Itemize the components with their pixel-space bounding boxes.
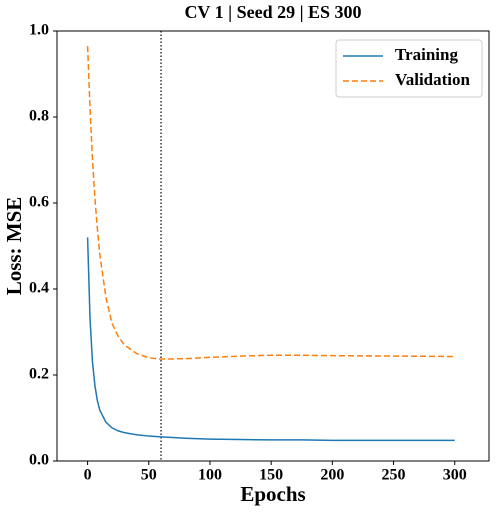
x-tick-label: 150 — [259, 467, 283, 484]
x-axis-label: Epochs — [240, 482, 305, 506]
y-tick-label: 0.4 — [29, 280, 49, 297]
chart-title: CV 1 | Seed 29 | ES 300 — [184, 2, 361, 22]
x-tick-label: 50 — [141, 467, 157, 484]
legend-box — [335, 39, 483, 98]
legend-label: Validation — [395, 70, 471, 89]
legend-label: Training — [395, 45, 458, 64]
x-tick-label: 300 — [443, 467, 467, 484]
y-tick-label: 0.2 — [29, 366, 49, 383]
x-tick-label: 100 — [198, 467, 222, 484]
series-line — [86, 46, 455, 360]
y-tick-label: 1.0 — [29, 22, 49, 39]
plot-frame — [56, 30, 490, 462]
y-tick-label: 0.8 — [29, 108, 49, 125]
x-tick-label: 0 — [84, 467, 92, 484]
y-tick-label: 0.0 — [29, 452, 49, 469]
x-tick-label: 250 — [382, 467, 406, 484]
series-line — [86, 237, 455, 442]
y-axis-label: Loss: MSE — [2, 197, 26, 296]
x-tick-label: 200 — [320, 467, 344, 484]
y-tick-label: 0.6 — [29, 194, 49, 211]
